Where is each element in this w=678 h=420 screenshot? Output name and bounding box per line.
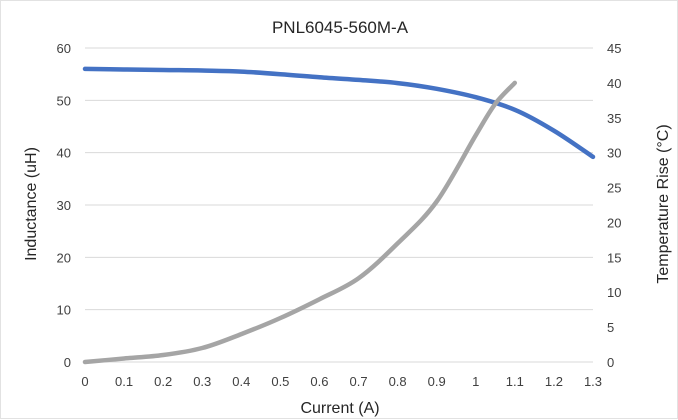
- y-tick-label: 30: [57, 198, 71, 213]
- x-tick-label: 0.5: [271, 374, 289, 389]
- y2-tick-label: 35: [607, 111, 621, 126]
- y2-tick-label: 40: [607, 76, 621, 91]
- x-tick-label: 0.3: [193, 374, 211, 389]
- y-axis-ticks: 0 10 20 30 40 50 60: [57, 41, 71, 370]
- x-tick-label: 1: [472, 374, 479, 389]
- y2-tick-label: 20: [607, 215, 621, 230]
- temperature-rise-line: [82, 80, 518, 365]
- x-tick-label: 1.1: [506, 374, 524, 389]
- y2-tick-label: 0: [607, 355, 614, 370]
- gridlines: [85, 47, 593, 363]
- y-tick-label: 40: [57, 146, 71, 161]
- y2-tick-label: 5: [607, 320, 614, 335]
- x-tick-label: 1.3: [584, 374, 602, 389]
- y-tick-label: 20: [57, 250, 71, 265]
- y2-axis-title: Temperature Rise (°C): [655, 124, 672, 283]
- x-axis-title: Current (A): [300, 400, 379, 417]
- chart-title: PNL6045-560M-A: [272, 18, 409, 37]
- x-tick-label: 0.8: [389, 374, 407, 389]
- y-tick-label: 50: [57, 93, 71, 108]
- y2-tick-label: 25: [607, 181, 621, 196]
- y2-axis-ticks: 0 5 10 15 20 25 30 35 40 45: [607, 41, 621, 370]
- y2-tick-label: 15: [607, 250, 621, 265]
- y2-tick-label: 30: [607, 146, 621, 161]
- x-tick-label: 0.9: [428, 374, 446, 389]
- x-axis-ticks: 0 0.1 0.2 0.3 0.4 0.5 0.6 0.7 0.8 0.9 1 1.1 1.2 1.3: [81, 374, 602, 389]
- inductance-line: [82, 66, 596, 160]
- y2-tick-label: 45: [607, 41, 621, 56]
- x-tick-label: 1.2: [545, 374, 563, 389]
- y2-tick-label: 10: [607, 285, 621, 300]
- x-tick-label: 0.4: [232, 374, 250, 389]
- x-tick-label: 0: [81, 374, 88, 389]
- x-tick-label: 0.7: [349, 374, 367, 389]
- y-axis-title: Inductance (uH): [23, 147, 40, 261]
- y-tick-label: 60: [57, 41, 71, 56]
- series-lines: [82, 66, 596, 365]
- x-tick-label: 0.2: [154, 374, 172, 389]
- x-tick-label: 0.1: [115, 374, 133, 389]
- y-tick-label: 0: [64, 355, 71, 370]
- y-tick-label: 10: [57, 303, 71, 318]
- x-tick-label: 0.6: [310, 374, 328, 389]
